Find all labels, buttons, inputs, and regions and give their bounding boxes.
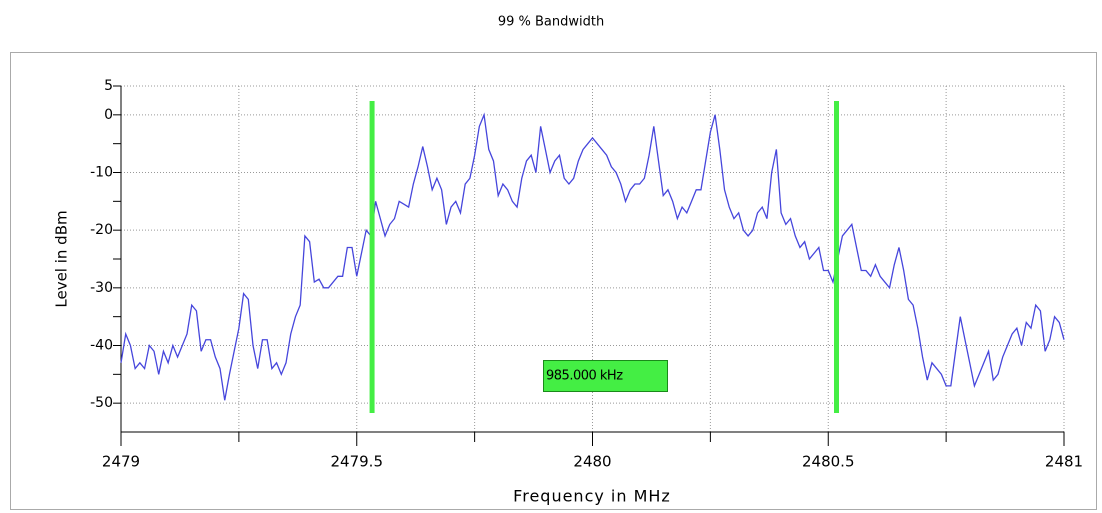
- y-axis-label: Level in dBm: [53, 210, 71, 307]
- y-tick-label: 5: [104, 78, 113, 94]
- x-tick-label: 2479: [102, 453, 140, 471]
- frame: [10, 52, 1097, 510]
- x-tick-label: 2479.5: [331, 453, 384, 471]
- y-tick-label: -50: [90, 395, 113, 411]
- trace: [120, 112, 1065, 401]
- x-tick-label: 2480.5: [802, 453, 855, 471]
- annotation-box: [543, 360, 668, 392]
- y-tick-label: -40: [90, 338, 113, 354]
- x-tick-label: 2481: [1045, 453, 1083, 471]
- chart-title: 99 % Bandwidth: [498, 15, 604, 30]
- x-axis-label: Frequency in MHz: [513, 487, 671, 506]
- annotation-text: 985.000 kHz: [546, 369, 623, 384]
- y-tick-label: -30: [90, 280, 113, 296]
- y-tick-label: -10: [90, 165, 113, 181]
- x-tick-label: 2480: [573, 453, 611, 471]
- y-tick-label: 0: [104, 107, 113, 123]
- y-tick-label: -20: [90, 222, 113, 238]
